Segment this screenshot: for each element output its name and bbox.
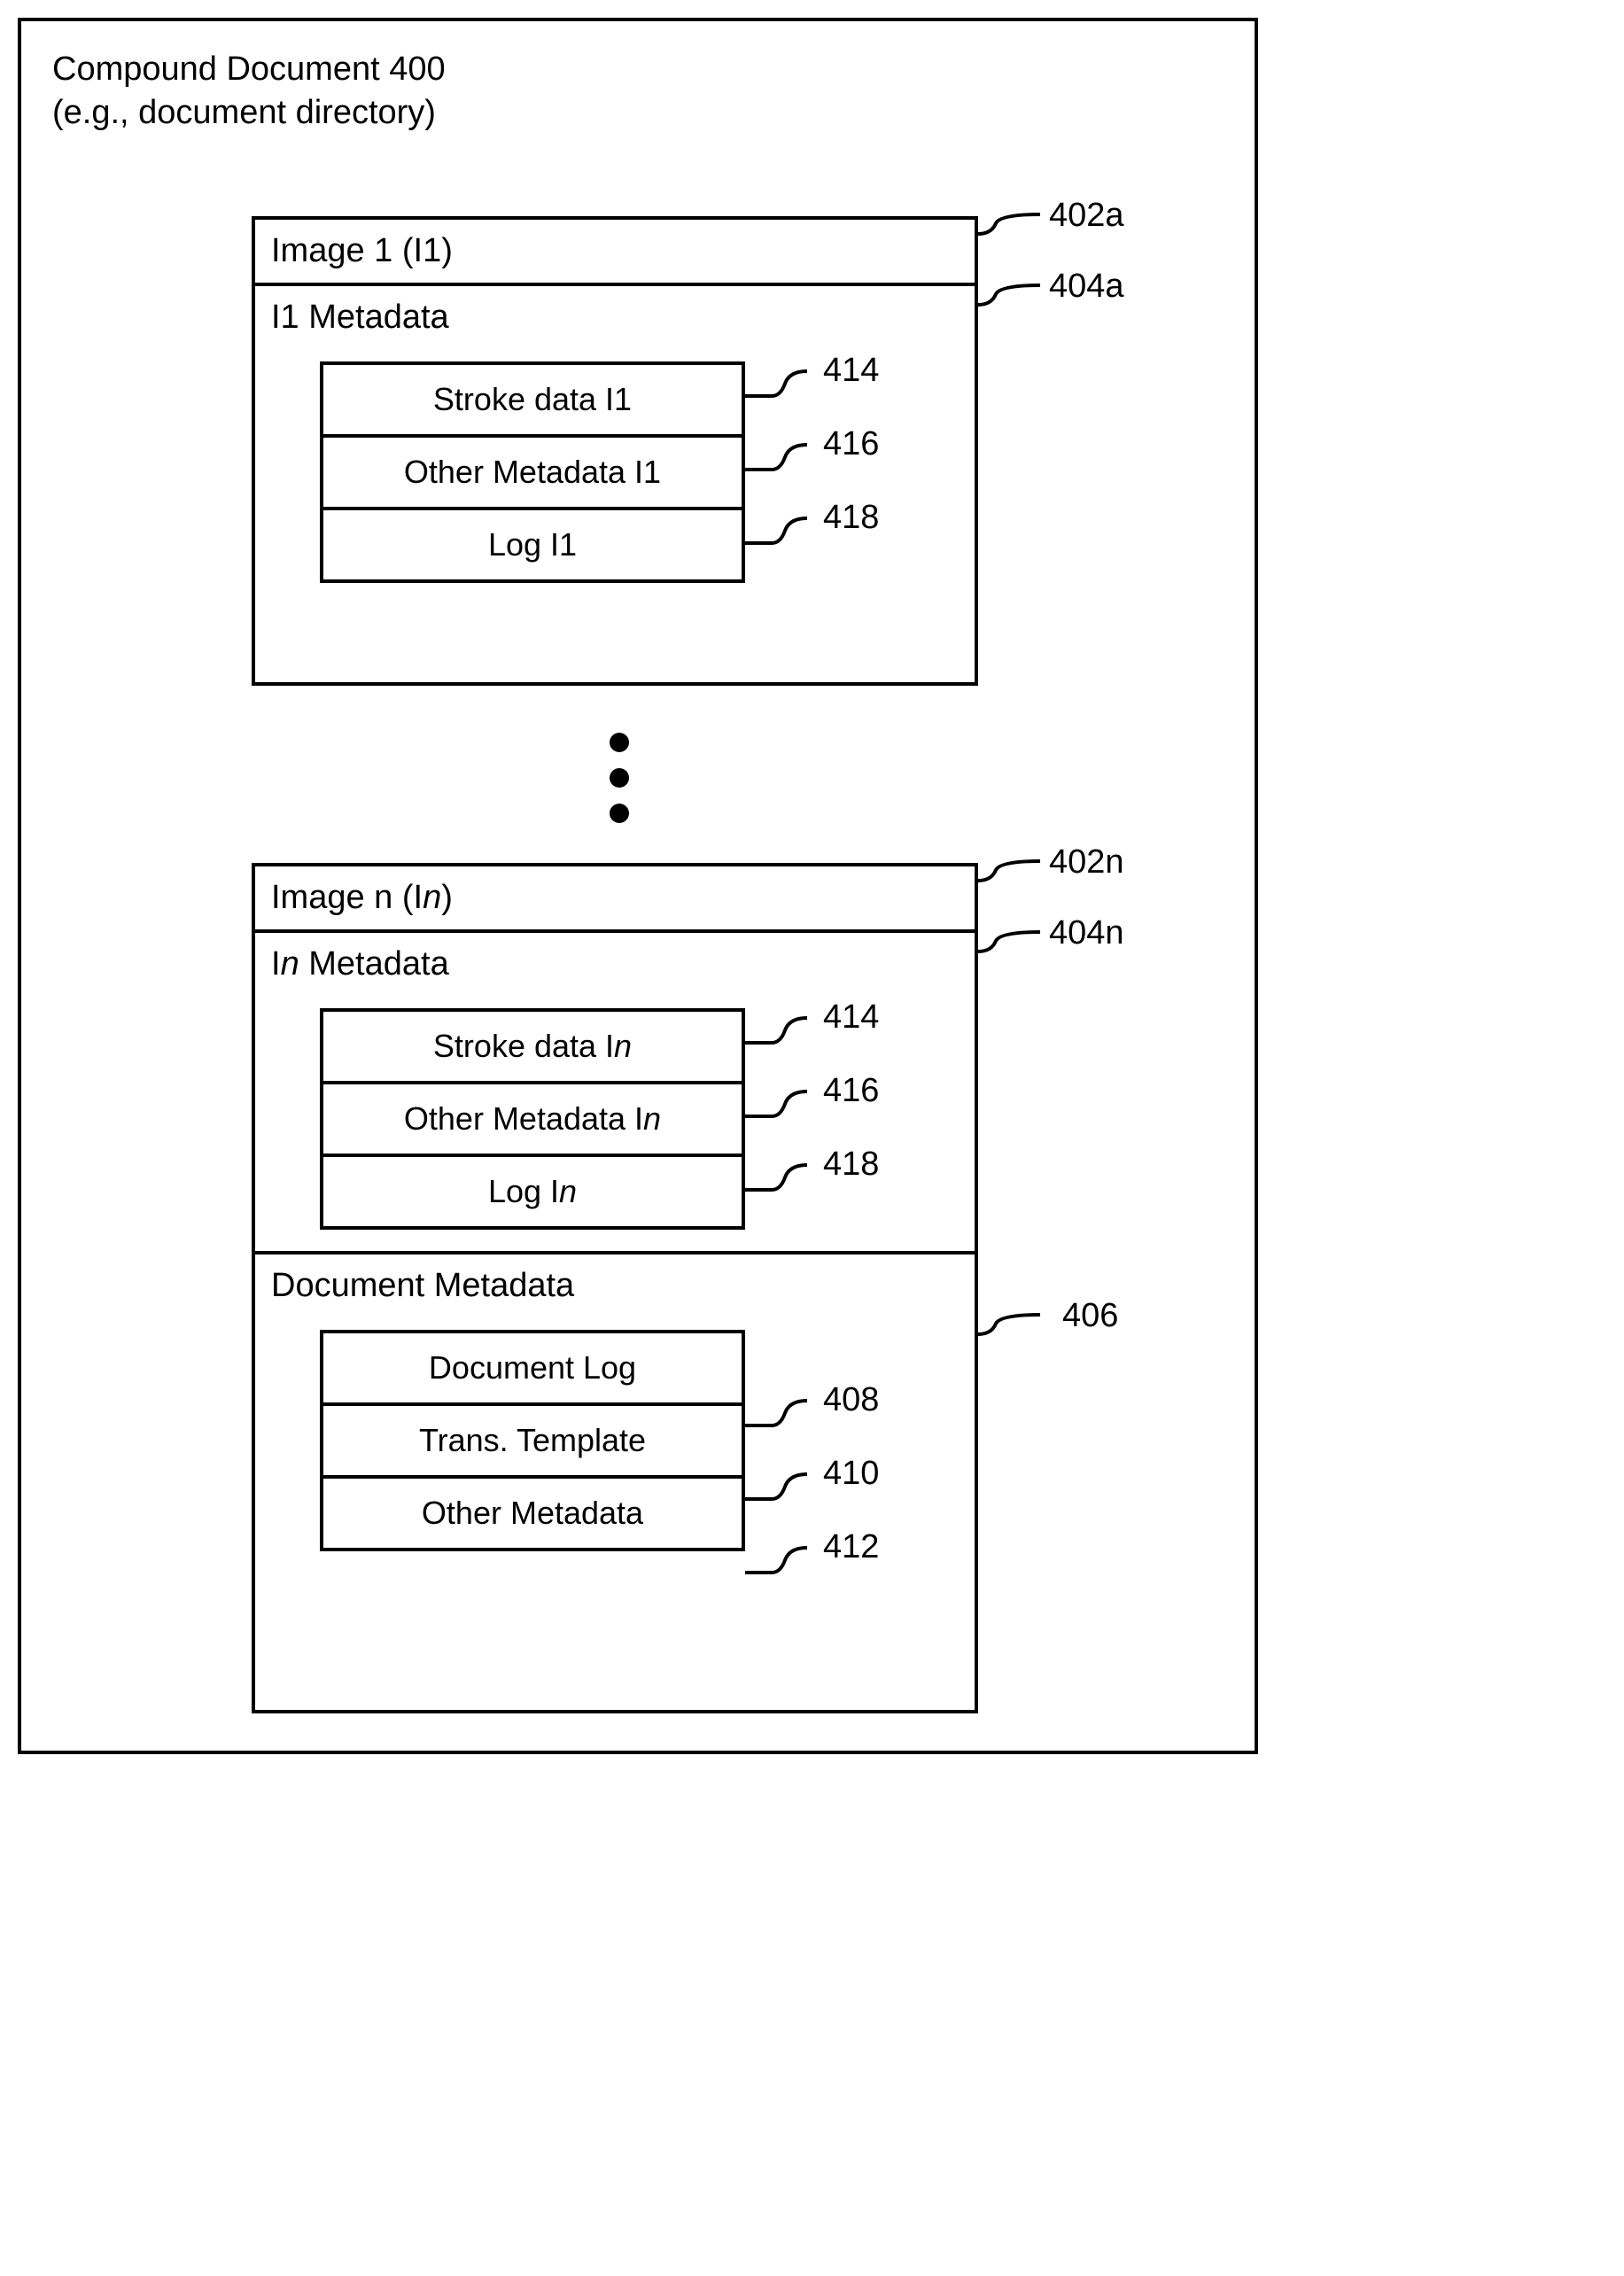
leader-404a: [978, 285, 1058, 325]
ref-418a: 418: [823, 499, 879, 537]
ref-414n: 414: [823, 998, 879, 1037]
i1-metadata-header: I1 Metadata: [271, 299, 959, 344]
leader-414a: [745, 371, 816, 411]
leader-402a: [978, 214, 1058, 254]
ref-406: 406: [1062, 1297, 1118, 1335]
stroke-data-i1: Stroke data I1: [323, 365, 742, 438]
ref-416n: 416: [823, 1072, 879, 1110]
stroke-data-in: Stroke data In: [323, 1012, 742, 1084]
ref-412: 412: [823, 1528, 879, 1566]
ref-418n: 418: [823, 1146, 879, 1184]
trans-template: Trans. Template: [323, 1406, 742, 1479]
log-i1: Log I1: [323, 510, 742, 579]
ellipsis-dots: [606, 717, 633, 839]
in-metadata-header: In Metadata: [271, 945, 959, 990]
ref-408: 408: [823, 1381, 879, 1419]
ref-402a: 402a: [1049, 197, 1124, 235]
document-metadata-header: Document Metadata: [271, 1267, 959, 1312]
title-line2: (e.g., document directory): [52, 91, 446, 135]
log-in: Log In: [323, 1157, 742, 1226]
document-metadata-table: Document Log Trans. Template Other Metad…: [320, 1330, 745, 1551]
image-1-header: Image 1 (I1): [255, 220, 975, 283]
leader-412: [745, 1548, 816, 1588]
leader-402n: [978, 861, 1058, 901]
leader-416a: [745, 445, 816, 485]
dot: [610, 733, 629, 752]
document-log: Document Log: [323, 1333, 742, 1406]
ref-416a: 416: [823, 425, 879, 463]
in-metadata-table: Stroke data In Other Metadata In Log In: [320, 1008, 745, 1230]
other-metadata-in: Other Metadata In: [323, 1084, 742, 1157]
other-metadata-doc: Other Metadata: [323, 1479, 742, 1548]
ref-402n: 402n: [1049, 843, 1124, 882]
leader-416n: [745, 1091, 816, 1131]
leader-406: [978, 1315, 1058, 1355]
leader-408: [745, 1401, 816, 1441]
leader-410: [745, 1474, 816, 1514]
other-metadata-i1: Other Metadata I1: [323, 438, 742, 510]
ref-410: 410: [823, 1455, 879, 1493]
diagram-title: Compound Document 400 (e.g., document di…: [52, 48, 446, 136]
dot: [610, 804, 629, 823]
image-n-box: Image n (In) In Metadata Stroke data In …: [252, 863, 978, 1713]
leader-418a: [745, 518, 816, 558]
compound-document-container: Compound Document 400 (e.g., document di…: [18, 18, 1258, 1754]
i1-metadata-table: Stroke data I1 Other Metadata I1 Log I1: [320, 361, 745, 583]
dot: [610, 768, 629, 788]
title-line1: Compound Document 400: [52, 48, 446, 91]
ref-414a: 414: [823, 352, 879, 390]
leader-418n: [745, 1165, 816, 1205]
ref-404n: 404n: [1049, 914, 1124, 952]
leader-404n: [978, 932, 1058, 972]
leader-414n: [745, 1018, 816, 1058]
image-n-header: Image n (In): [255, 866, 975, 929]
ref-404a: 404a: [1049, 268, 1124, 306]
